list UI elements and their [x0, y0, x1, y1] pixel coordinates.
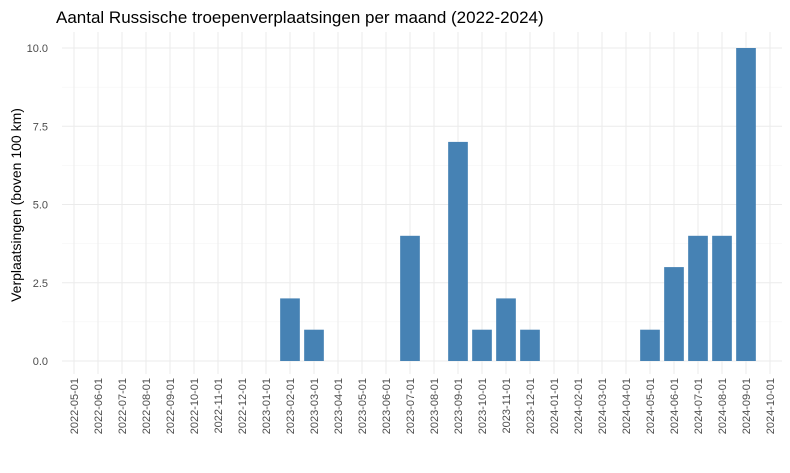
x-tick-label: 2024-04-01 — [621, 378, 633, 434]
x-tick-label: 2023-10-01 — [477, 378, 489, 434]
x-tick-label: 2024-02-01 — [573, 378, 585, 434]
x-tick-label: 2023-06-01 — [381, 378, 393, 434]
bar-2023-02-01 — [280, 298, 300, 361]
x-tick-label: 2024-07-01 — [693, 378, 705, 434]
x-axis-ticks: 2022-05-01 2022-06-01 2022-07-01 2022-08-01… — [69, 378, 777, 434]
x-tick-label: 2024-09-01 — [741, 378, 753, 434]
x-tick-label: 2023-01-01 — [261, 378, 273, 434]
bar-2023-12-01 — [520, 329, 540, 361]
chart-title: Aantal Russische troepenverplaatsingen p… — [56, 8, 544, 27]
bar-2024-05-01 — [640, 329, 660, 361]
x-tick-label: 2023-08-01 — [429, 378, 441, 434]
bar-2024-06-01 — [664, 267, 684, 361]
x-tick-label: 2023-02-01 — [285, 378, 297, 434]
x-tick-label: 2023-05-01 — [357, 378, 369, 434]
y-tick-label: 5.0 — [33, 200, 48, 212]
y-tick-label: 2.5 — [33, 278, 48, 290]
x-tick-label: 2022-11-01 — [213, 378, 225, 433]
y-tick-label: 10.0 — [27, 43, 48, 55]
x-tick-label: 2023-09-01 — [453, 378, 465, 434]
y-tick-label: 7.5 — [33, 121, 48, 133]
x-tick-label: 2024-08-01 — [717, 378, 729, 434]
x-tick-label: 2022-10-01 — [189, 378, 201, 434]
x-tick-label: 2024-05-01 — [645, 378, 657, 434]
x-tick-label: 2024-06-01 — [669, 378, 681, 434]
bar-2024-07-01 — [688, 235, 708, 361]
bar-2023-09-01 — [448, 141, 468, 361]
bar-2023-07-01 — [400, 235, 420, 361]
bar-2023-11-01 — [496, 298, 516, 361]
x-tick-label: 2023-04-01 — [333, 378, 345, 434]
x-tick-label: 2022-05-01 — [69, 378, 81, 434]
x-tick-label: 2023-11-01 — [501, 378, 513, 433]
x-tick-label: 2023-03-01 — [309, 378, 321, 434]
x-tick-label: 2022-07-01 — [117, 378, 129, 434]
x-tick-label: 2023-07-01 — [405, 378, 417, 434]
bar-2024-08-01 — [712, 235, 732, 361]
x-tick-label: 2023-12-01 — [525, 378, 537, 434]
bar-2024-09-01 — [736, 48, 756, 361]
x-tick-label: 2022-06-01 — [93, 378, 105, 434]
x-tick-label: 2022-09-01 — [165, 378, 177, 434]
y-tick-label: 0.0 — [33, 356, 48, 368]
y-axis-ticks: 0.0 2.5 5.0 7.5 10.0 — [27, 43, 48, 368]
x-tick-label: 2024-03-01 — [597, 378, 609, 434]
y-axis-label: Verplaatsingen (boven 100 km) — [8, 108, 24, 302]
bar-2023-03-01 — [304, 329, 324, 361]
x-tick-label: 2022-12-01 — [237, 378, 249, 434]
x-tick-label: 2024-01-01 — [549, 378, 561, 434]
x-tick-label: 2022-08-01 — [141, 378, 153, 434]
x-tick-label: 2024-10-01 — [765, 378, 777, 434]
bars — [280, 48, 756, 361]
bar-2023-10-01 — [472, 329, 492, 361]
